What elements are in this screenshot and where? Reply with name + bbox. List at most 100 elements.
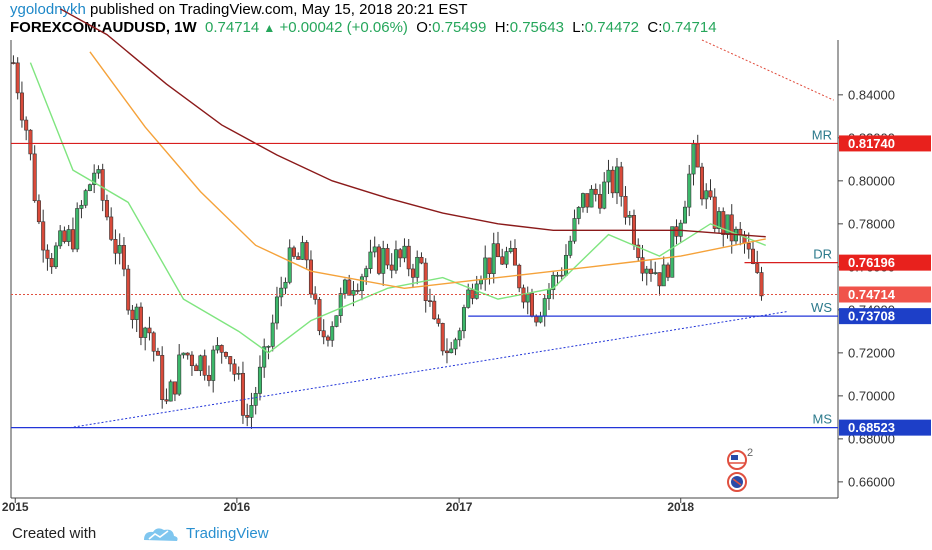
level-price-label: 0.68523 — [848, 420, 895, 435]
candle-down — [189, 354, 194, 367]
price-change: +0.00042 (+0.06%) — [279, 19, 408, 36]
candle-down — [440, 323, 445, 352]
candle-up — [716, 211, 721, 229]
candle-up — [338, 293, 343, 316]
candle-down — [398, 249, 403, 259]
ohlc-legend: FOREXCOM:AUDUSD, 1W 0.74714 ▲ +0.00042 (… — [10, 19, 717, 36]
candle-down — [62, 230, 67, 242]
candle-up — [661, 264, 666, 287]
candle-up — [181, 352, 186, 356]
candle-up — [359, 276, 364, 292]
level-price-badge — [839, 308, 931, 325]
candle-up — [644, 268, 649, 274]
candle-down — [695, 143, 700, 168]
candle-down — [636, 244, 641, 258]
candle-up — [283, 281, 288, 289]
candle-up — [215, 345, 220, 351]
candle-down — [32, 153, 37, 202]
candle-up — [351, 290, 356, 296]
candle-down — [674, 226, 679, 237]
candle-down — [321, 330, 326, 338]
candle-down — [325, 336, 330, 341]
moving-average-line — [59, 8, 766, 238]
candle-down — [232, 363, 237, 375]
level-label-ms: MS — [813, 412, 833, 427]
level-price-badge — [839, 419, 931, 436]
y-tick-label: 0.66000 — [848, 474, 895, 489]
author-name[interactable]: ygolodnykh — [10, 1, 86, 18]
candle-up — [602, 181, 607, 209]
high-label: H: — [494, 19, 510, 36]
y-tick-label: 0.80000 — [848, 173, 895, 188]
candle-up — [691, 143, 696, 175]
candle-down — [406, 245, 411, 270]
candle-up — [334, 315, 339, 327]
candle-down — [389, 264, 394, 271]
candle-down — [746, 242, 751, 250]
y-tick-label: 0.84000 — [848, 87, 895, 102]
candle-down — [313, 293, 318, 300]
candle-down — [432, 300, 437, 320]
candle-up — [134, 306, 139, 320]
candle-up — [538, 315, 543, 323]
candle-down — [121, 245, 126, 270]
x-tick-label: 2018 — [667, 500, 694, 514]
level-label-mr: MR — [812, 127, 832, 142]
candle-up — [368, 251, 373, 269]
candle-down — [721, 211, 726, 235]
tradingview-brand[interactable]: TradingView — [186, 525, 269, 542]
candle-down — [185, 352, 190, 356]
x-tick-label: 2015 — [2, 500, 29, 514]
candle-up — [653, 272, 658, 274]
publish-text: published on TradingView.com, May 15, 20… — [85, 1, 468, 18]
y-tick-label: 0.72000 — [848, 345, 895, 360]
candle-down — [228, 356, 233, 365]
candle-up — [415, 256, 420, 278]
candle-up — [87, 184, 92, 191]
candle-down — [585, 193, 590, 208]
candle-down — [24, 119, 29, 131]
economic-events[interactable] — [727, 450, 747, 492]
candle-up — [381, 248, 386, 274]
candle-down — [104, 200, 109, 218]
candle-down — [355, 290, 360, 292]
candle-up — [542, 298, 547, 317]
events-count[interactable]: 2 — [747, 447, 753, 459]
last-price-label: 0.74714 — [848, 287, 896, 302]
low-label: L: — [572, 19, 585, 36]
candle-up — [704, 190, 709, 200]
candle-down — [699, 166, 704, 200]
candle-down — [304, 242, 309, 261]
candle-down — [45, 249, 50, 259]
candle-down — [619, 166, 624, 197]
candle-down — [15, 62, 20, 94]
candle-down — [151, 332, 156, 352]
candle-up — [614, 166, 619, 194]
candle-down — [750, 248, 755, 264]
moving-average-line — [89, 51, 766, 290]
candle-up — [143, 327, 148, 338]
symbol-label[interactable]: FOREXCOM:AUDUSD, 1W — [10, 19, 197, 36]
price-chart[interactable]: 0.840000.820000.800000.780000.760000.740… — [0, 0, 932, 518]
candle-up — [725, 214, 730, 235]
candle-down — [623, 196, 628, 218]
candle-down — [109, 216, 114, 240]
candle-down — [385, 248, 390, 266]
candle-down — [648, 268, 653, 274]
candle-down — [738, 228, 743, 236]
tradingview-logo-icon — [144, 528, 178, 541]
candle-up — [606, 169, 611, 183]
candle-up — [253, 393, 258, 406]
candle-down — [755, 263, 760, 273]
x-tick-label: 2017 — [446, 500, 473, 514]
candle-up — [580, 193, 585, 208]
candle-down — [376, 246, 381, 274]
trendline — [701, 39, 834, 101]
up-arrow-icon: ▲ — [263, 21, 276, 35]
candle-down — [19, 92, 24, 121]
candle-down — [444, 350, 449, 354]
candle-up — [491, 243, 496, 274]
footer: Created with TradingView — [0, 518, 932, 550]
candle-up — [266, 346, 271, 348]
candle-up — [274, 296, 279, 324]
